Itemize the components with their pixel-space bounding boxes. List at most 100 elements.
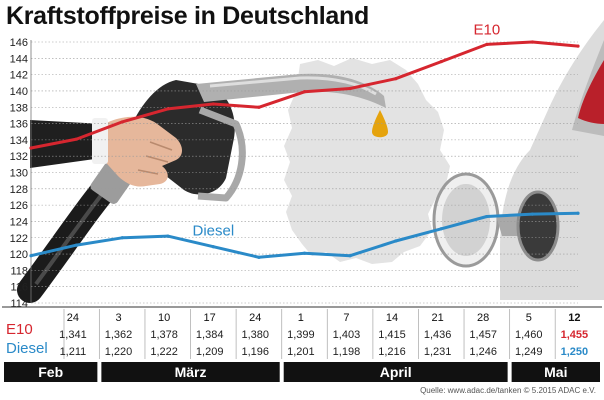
month-bar: Feb März April Mai bbox=[4, 362, 600, 382]
source-credit: Quelle: www.adac.de/tanken © 5.2015 ADAC… bbox=[420, 386, 596, 395]
table-diesel-value: 1,220 bbox=[105, 346, 133, 358]
fuel-drop-icon bbox=[372, 110, 388, 138]
data-point-diesel bbox=[348, 254, 352, 258]
table-diesel-value: 1,222 bbox=[150, 346, 178, 358]
table-e10-label: E10 bbox=[6, 321, 33, 338]
table-date: 14 bbox=[386, 312, 398, 324]
y-tick-label: 146 bbox=[10, 37, 28, 49]
series-labels: E10 Diesel bbox=[192, 21, 500, 239]
data-point-e10 bbox=[485, 42, 489, 47]
table-e10-value: 1,378 bbox=[150, 329, 178, 341]
y-tick-label: 118 bbox=[10, 265, 28, 277]
y-tick-label: 130 bbox=[10, 168, 28, 180]
series-label-e10: E10 bbox=[473, 21, 500, 38]
table-date: 1 bbox=[298, 312, 304, 324]
fuel-filler-opening bbox=[518, 192, 558, 260]
month-label: Mai bbox=[544, 364, 567, 380]
table-diesel-value: 1,201 bbox=[287, 346, 315, 358]
car-body-shape bbox=[500, 20, 604, 300]
fuel-filler-rim bbox=[516, 190, 560, 262]
month-bar-segment bbox=[101, 362, 280, 382]
table-date: 5 bbox=[526, 312, 532, 324]
table-e10-value: 1,455 bbox=[561, 329, 589, 341]
price-table: 241,3411,21131,3621,220101,3781,222171,3… bbox=[2, 306, 602, 359]
data-point-e10 bbox=[120, 120, 124, 124]
y-tick-label: 140 bbox=[10, 86, 28, 98]
month-label: Feb bbox=[38, 364, 63, 380]
y-tick-label: 116 bbox=[10, 282, 28, 294]
y-tick-label: 124 bbox=[10, 216, 28, 228]
y-tick-label: 126 bbox=[10, 200, 28, 212]
y-tick-label: 138 bbox=[10, 102, 28, 114]
table-e10-value: 1,415 bbox=[378, 329, 406, 341]
y-tick-label: 132 bbox=[10, 151, 28, 163]
y-axis-ticks: 114 116 118 120 122 124 126 128 130 132 134 136 138 1… bbox=[10, 37, 28, 310]
data-point-e10 bbox=[576, 44, 580, 48]
table-date: 28 bbox=[477, 312, 489, 324]
data-point-diesel bbox=[257, 255, 261, 259]
table-date: 3 bbox=[115, 312, 121, 324]
table-diesel-value: 1,231 bbox=[424, 346, 452, 358]
data-point-diesel bbox=[29, 254, 33, 258]
table-date: 24 bbox=[249, 312, 261, 324]
data-point-diesel bbox=[394, 239, 398, 243]
data-point-diesel bbox=[120, 236, 124, 240]
fuel-door-inner bbox=[442, 184, 490, 256]
table-e10-value: 1,460 bbox=[515, 329, 543, 341]
data-point-diesel bbox=[166, 234, 170, 238]
table-date: 17 bbox=[204, 312, 216, 324]
series-label-diesel: Diesel bbox=[192, 223, 234, 240]
nozzle-guard bbox=[197, 106, 246, 202]
y-tick-label: 144 bbox=[10, 53, 28, 65]
finger-lines bbox=[137, 141, 173, 175]
chart-title: Kraftstoffpreise in Deutschland bbox=[6, 2, 369, 30]
shirt-cuff bbox=[92, 118, 108, 164]
hose-highlight bbox=[34, 182, 112, 286]
data-point-diesel bbox=[485, 214, 489, 219]
table-e10-value: 1,399 bbox=[287, 329, 315, 341]
table-e10-value: 1,341 bbox=[59, 329, 87, 341]
table-diesel-value: 1,196 bbox=[242, 346, 270, 358]
data-point-e10 bbox=[394, 77, 398, 81]
germany-map-shape bbox=[284, 58, 450, 264]
data-point-e10 bbox=[530, 40, 535, 44]
y-tick-label: 120 bbox=[10, 249, 28, 261]
data-point-e10 bbox=[29, 146, 33, 150]
table-date: 21 bbox=[431, 312, 443, 324]
y-tick-label: 142 bbox=[10, 70, 28, 82]
table-diesel-value: 1,250 bbox=[561, 346, 589, 358]
data-point-e10 bbox=[302, 90, 307, 94]
data-point-diesel bbox=[211, 245, 215, 249]
table-date: 7 bbox=[343, 312, 349, 324]
nozzle-spout-highlight bbox=[209, 76, 377, 96]
table-e10-value: 1,380 bbox=[242, 329, 270, 341]
table-e10-value: 1,362 bbox=[105, 329, 133, 341]
y-tick-label: 136 bbox=[10, 119, 28, 131]
table-diesel-value: 1,211 bbox=[60, 346, 87, 358]
table-diesel-value: 1,198 bbox=[333, 346, 361, 358]
y-tick-label: 134 bbox=[10, 135, 28, 147]
table-e10-value: 1,436 bbox=[424, 329, 452, 341]
month-label: April bbox=[380, 364, 412, 380]
table-date: 10 bbox=[158, 312, 170, 324]
data-point-diesel bbox=[576, 211, 580, 215]
y-tick-label: 122 bbox=[10, 233, 28, 245]
data-point-diesel bbox=[530, 212, 535, 216]
series-lines bbox=[29, 40, 580, 259]
data-point-diesel bbox=[74, 243, 79, 247]
data-point-diesel bbox=[302, 251, 307, 255]
hand-shape bbox=[100, 116, 182, 187]
table-e10-value: 1,457 bbox=[469, 329, 497, 341]
table-diesel-value: 1,216 bbox=[378, 346, 406, 358]
table-e10-value: 1,384 bbox=[196, 329, 224, 341]
month-label: März bbox=[175, 364, 207, 380]
table-date: 12 bbox=[568, 312, 580, 324]
data-point-e10 bbox=[166, 107, 170, 111]
month-bar-segment bbox=[511, 362, 600, 382]
table-diesel-value: 1,249 bbox=[515, 346, 543, 358]
month-bar-segment bbox=[283, 362, 508, 382]
car-illustration bbox=[432, 20, 604, 300]
data-point-diesel bbox=[439, 227, 443, 231]
